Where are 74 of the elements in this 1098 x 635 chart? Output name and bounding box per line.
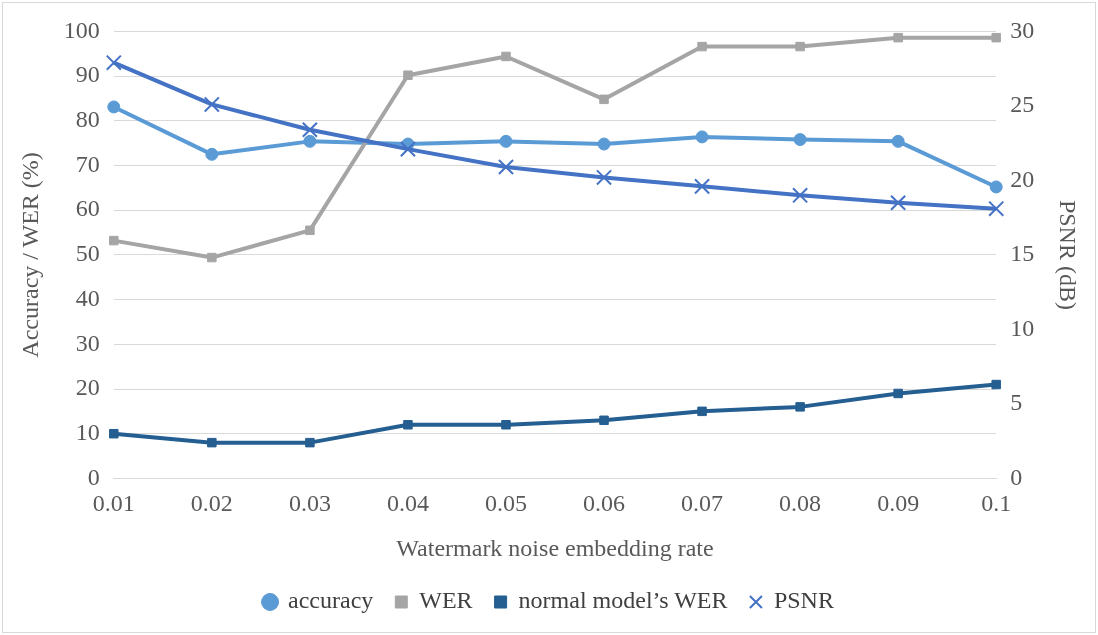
y-tick-label: 40 <box>75 284 100 311</box>
point <box>988 200 1005 217</box>
y-tick-label: 80 <box>75 106 100 133</box>
y2-tick-label: 15 <box>1010 240 1035 267</box>
point <box>403 70 413 80</box>
x-tick-label: 0.08 <box>779 490 822 517</box>
y2-tick-label: 0 <box>1010 463 1023 490</box>
point <box>499 134 513 148</box>
x-tick-label: 0.05 <box>484 490 527 517</box>
y-tick-label: 90 <box>75 61 100 88</box>
y-tick-label: 70 <box>75 150 100 177</box>
legend-label: accuracy <box>288 587 374 614</box>
point <box>203 96 220 113</box>
point <box>399 141 416 158</box>
point <box>207 437 217 448</box>
y2-tick-label: 30 <box>1010 16 1035 43</box>
y-axis-title: Accuracy / WER (%) <box>16 152 43 358</box>
point <box>301 121 318 138</box>
point <box>795 41 805 52</box>
point <box>893 32 903 43</box>
point <box>697 41 707 52</box>
y-tick-label: 10 <box>75 419 100 445</box>
point <box>890 194 907 211</box>
point <box>989 180 1003 194</box>
legend-label: normal model’s WER <box>518 587 728 614</box>
point <box>991 379 1001 390</box>
y2-tick-label: 20 <box>1010 165 1035 192</box>
point <box>793 133 807 147</box>
point <box>207 252 217 263</box>
y-tick-label: 50 <box>75 240 100 267</box>
x-axis-title: Watermark noise embedding rate <box>396 534 714 561</box>
y2-tick-label: 10 <box>1010 314 1035 341</box>
point <box>597 137 611 151</box>
x-tick-label: 0.1 <box>981 490 1012 517</box>
legend-label: WER <box>419 587 473 614</box>
point <box>403 420 413 430</box>
x-tick-label: 0.04 <box>386 490 429 517</box>
y2-axis-title: PSNR (dB) <box>1055 199 1082 310</box>
point <box>109 235 119 246</box>
point <box>109 428 119 439</box>
point <box>107 100 121 114</box>
y-tick-label: 0 <box>87 463 100 490</box>
x-tick-label: 0.02 <box>190 490 233 517</box>
point <box>697 406 707 417</box>
x-tick-label: 0.06 <box>583 490 626 517</box>
x-tick-label: 0.03 <box>288 490 331 517</box>
point <box>305 225 315 236</box>
point <box>501 51 511 62</box>
point <box>599 415 609 426</box>
point <box>105 54 122 71</box>
point <box>595 169 613 186</box>
legend-label: PSNR <box>773 587 834 614</box>
x-tick-label: 0.07 <box>681 490 724 517</box>
y-tick-label: 100 <box>63 16 100 43</box>
point <box>501 420 511 430</box>
point <box>695 130 709 144</box>
point <box>305 437 315 448</box>
x-tick-label: 0.01 <box>92 490 135 517</box>
point <box>303 134 317 148</box>
point <box>795 402 805 412</box>
point <box>891 134 905 148</box>
x-tick-label: 0.09 <box>877 490 920 517</box>
y2-tick-label: 25 <box>1010 91 1035 118</box>
point <box>694 178 711 195</box>
point <box>991 32 1001 43</box>
y2-tick-label: 5 <box>1010 389 1023 416</box>
point <box>205 147 219 161</box>
point <box>599 94 609 105</box>
y-tick-label: 30 <box>75 329 100 356</box>
point <box>497 158 515 176</box>
point <box>792 187 809 204</box>
y-tick-label: 60 <box>75 195 100 222</box>
y-tick-label: 20 <box>75 374 100 401</box>
point <box>893 388 903 399</box>
